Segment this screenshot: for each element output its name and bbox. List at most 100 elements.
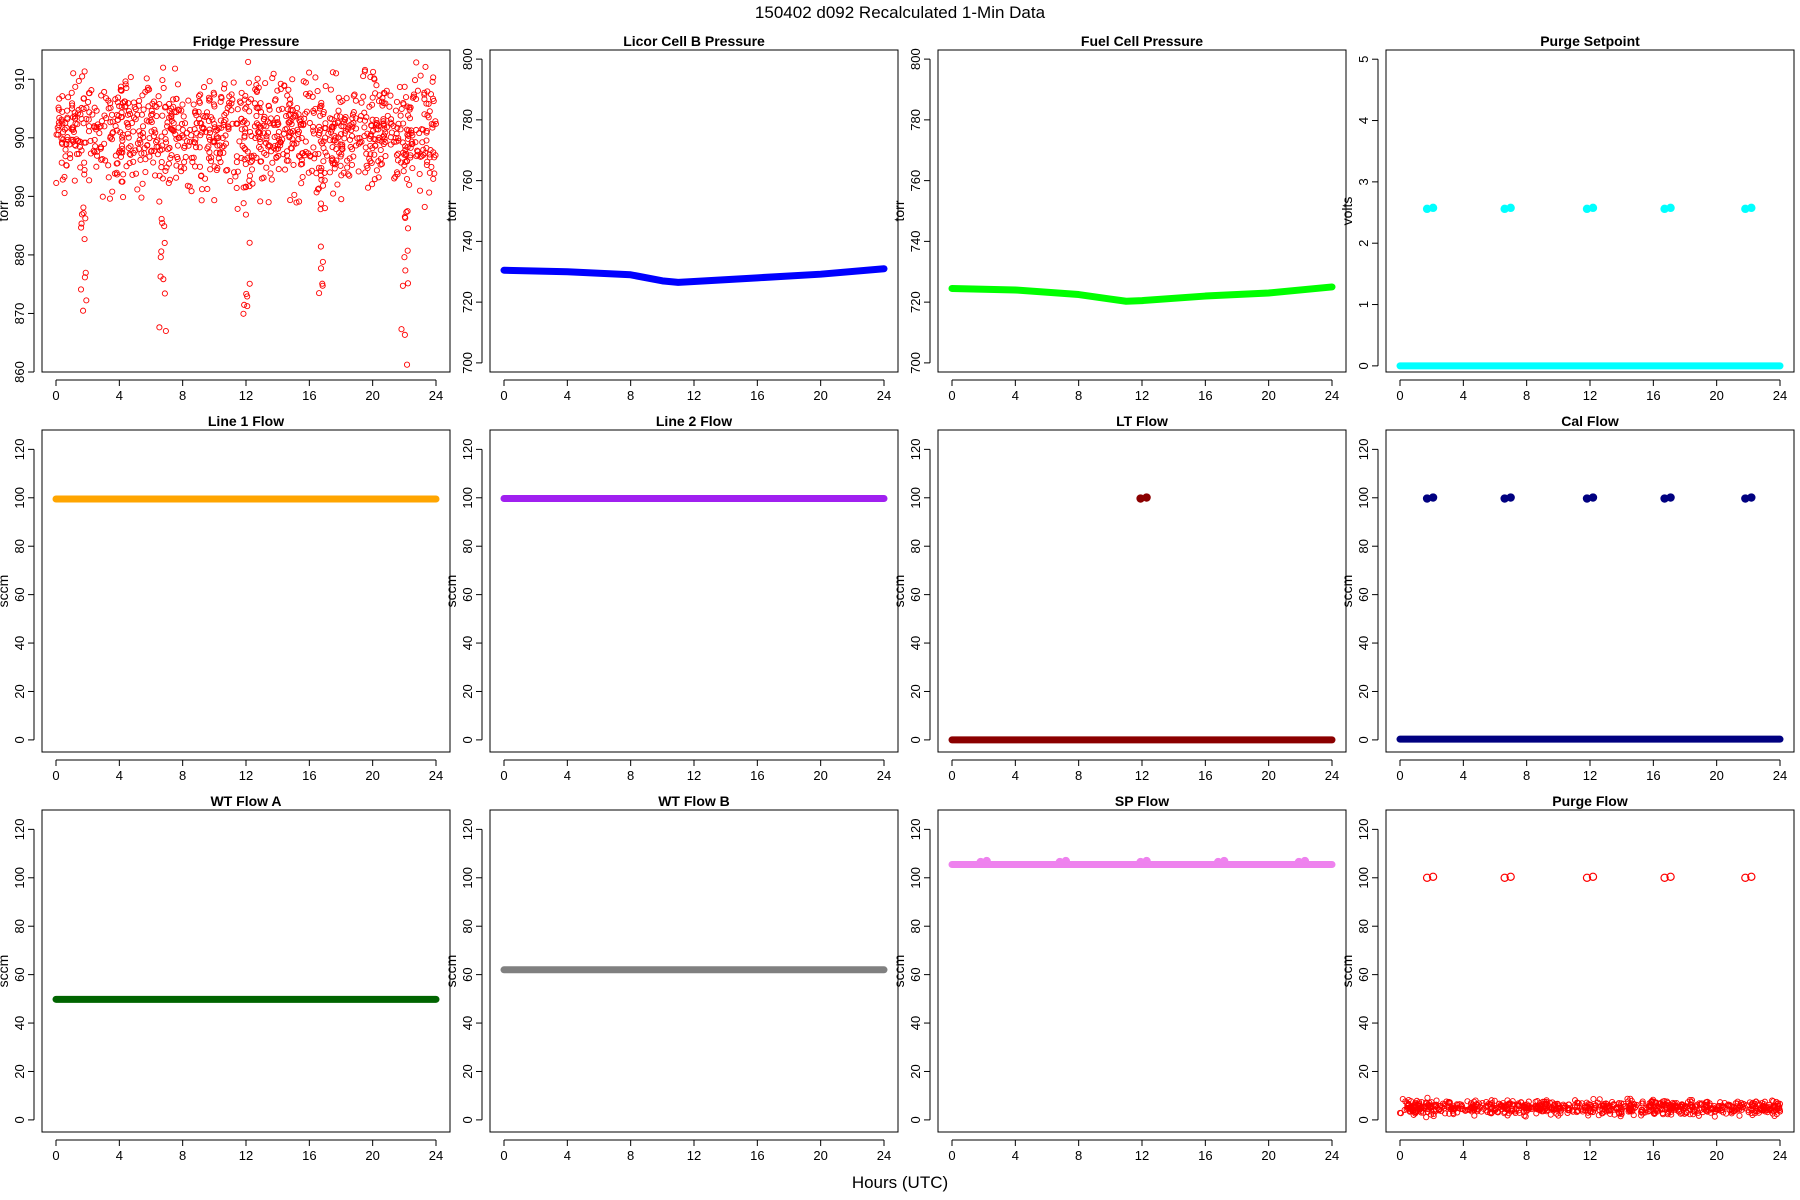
data-point bbox=[1513, 1106, 1520, 1113]
data-point bbox=[148, 147, 155, 154]
data-point bbox=[203, 112, 210, 119]
x-tick-label: 0 bbox=[1396, 388, 1403, 403]
data-point bbox=[136, 136, 143, 144]
data-point bbox=[317, 265, 325, 272]
data-point bbox=[312, 105, 319, 112]
data-point bbox=[143, 117, 150, 124]
y-tick-label: 1 bbox=[1356, 301, 1371, 308]
data-point bbox=[77, 286, 85, 293]
data-point bbox=[263, 123, 270, 130]
data-point bbox=[1703, 1099, 1710, 1106]
data-point bbox=[59, 120, 66, 127]
series-pulses bbox=[1422, 493, 1756, 503]
data-point bbox=[1680, 1104, 1687, 1112]
data-point bbox=[241, 117, 248, 125]
data-point bbox=[257, 108, 265, 116]
data-point bbox=[198, 173, 205, 180]
y-tick-label: 4 bbox=[1356, 117, 1371, 124]
data-point bbox=[1749, 1106, 1756, 1113]
series-fuel-cell bbox=[948, 283, 1336, 305]
data-point bbox=[402, 158, 409, 165]
data-point bbox=[373, 116, 380, 124]
data-point bbox=[105, 174, 112, 181]
plot-frame bbox=[1385, 49, 1795, 373]
data-point bbox=[243, 104, 250, 111]
data-point bbox=[1588, 203, 1598, 213]
data-point bbox=[1775, 1102, 1782, 1109]
data-point bbox=[246, 108, 253, 115]
data-point bbox=[320, 158, 327, 165]
data-point bbox=[76, 143, 84, 151]
y-tick-label: 80 bbox=[460, 539, 475, 553]
data-point bbox=[268, 176, 275, 183]
data-point bbox=[1717, 1099, 1724, 1106]
data-point bbox=[400, 168, 407, 175]
data-point bbox=[392, 134, 399, 142]
data-point bbox=[423, 129, 430, 136]
data-point bbox=[98, 118, 105, 125]
data-point bbox=[1562, 1103, 1569, 1110]
data-point bbox=[127, 143, 134, 150]
data-point bbox=[58, 159, 65, 166]
data-point bbox=[1704, 1108, 1711, 1115]
plot-frame bbox=[937, 809, 1347, 1133]
data-point bbox=[1605, 1104, 1613, 1111]
y-tick-label: 0 bbox=[908, 736, 923, 743]
data-point bbox=[105, 105, 112, 112]
data-point bbox=[272, 96, 279, 103]
y-tick-label: 20 bbox=[1356, 1064, 1371, 1078]
x-tick-label: 24 bbox=[1325, 388, 1339, 403]
data-point bbox=[281, 166, 289, 173]
x-tick-label: 8 bbox=[179, 1148, 186, 1163]
x-tick-label: 16 bbox=[1646, 388, 1660, 403]
data-point bbox=[327, 86, 334, 93]
data-point bbox=[422, 63, 429, 70]
data-point bbox=[244, 293, 251, 300]
data-point bbox=[91, 104, 98, 111]
data-point bbox=[65, 94, 72, 101]
data-point bbox=[384, 112, 391, 119]
data-point bbox=[132, 106, 139, 113]
data-point bbox=[337, 162, 344, 169]
data-point bbox=[257, 198, 264, 205]
data-point bbox=[109, 188, 116, 195]
y-tick-label: 100 bbox=[12, 867, 27, 889]
data-point bbox=[1450, 1109, 1457, 1116]
data-point bbox=[156, 324, 163, 331]
data-point bbox=[139, 130, 146, 137]
data-point bbox=[80, 120, 87, 127]
data-point bbox=[246, 280, 253, 287]
data-point bbox=[340, 123, 347, 130]
data-point bbox=[297, 161, 305, 168]
data-point bbox=[363, 162, 370, 169]
x-tick-label: 0 bbox=[52, 768, 59, 783]
data-point bbox=[1497, 1101, 1504, 1108]
data-point bbox=[83, 297, 90, 304]
data-point bbox=[195, 92, 203, 100]
data-point bbox=[154, 137, 161, 144]
y-tick-label: 40 bbox=[460, 636, 475, 650]
data-point bbox=[238, 126, 245, 133]
data-point bbox=[238, 155, 245, 162]
data-point bbox=[127, 74, 134, 81]
data-point bbox=[199, 124, 206, 131]
data-point bbox=[159, 175, 166, 182]
x-tick-label: 0 bbox=[1396, 1148, 1403, 1163]
data-point bbox=[247, 96, 254, 103]
x-tick-label: 8 bbox=[179, 768, 186, 783]
data-point bbox=[168, 117, 175, 124]
data-point bbox=[352, 115, 359, 122]
data-point bbox=[136, 97, 143, 104]
data-point bbox=[134, 140, 141, 147]
data-point bbox=[1666, 203, 1675, 213]
x-tick-label: 4 bbox=[1460, 388, 1467, 403]
y-tick-label: 40 bbox=[908, 636, 923, 650]
y-tick-label: 40 bbox=[12, 1016, 27, 1030]
data-point bbox=[271, 133, 278, 141]
x-tick-label: 16 bbox=[302, 1148, 316, 1163]
data-point bbox=[982, 856, 991, 866]
data-point bbox=[263, 136, 270, 143]
data-point bbox=[155, 93, 162, 100]
data-point bbox=[302, 138, 309, 145]
data-point bbox=[322, 149, 329, 156]
